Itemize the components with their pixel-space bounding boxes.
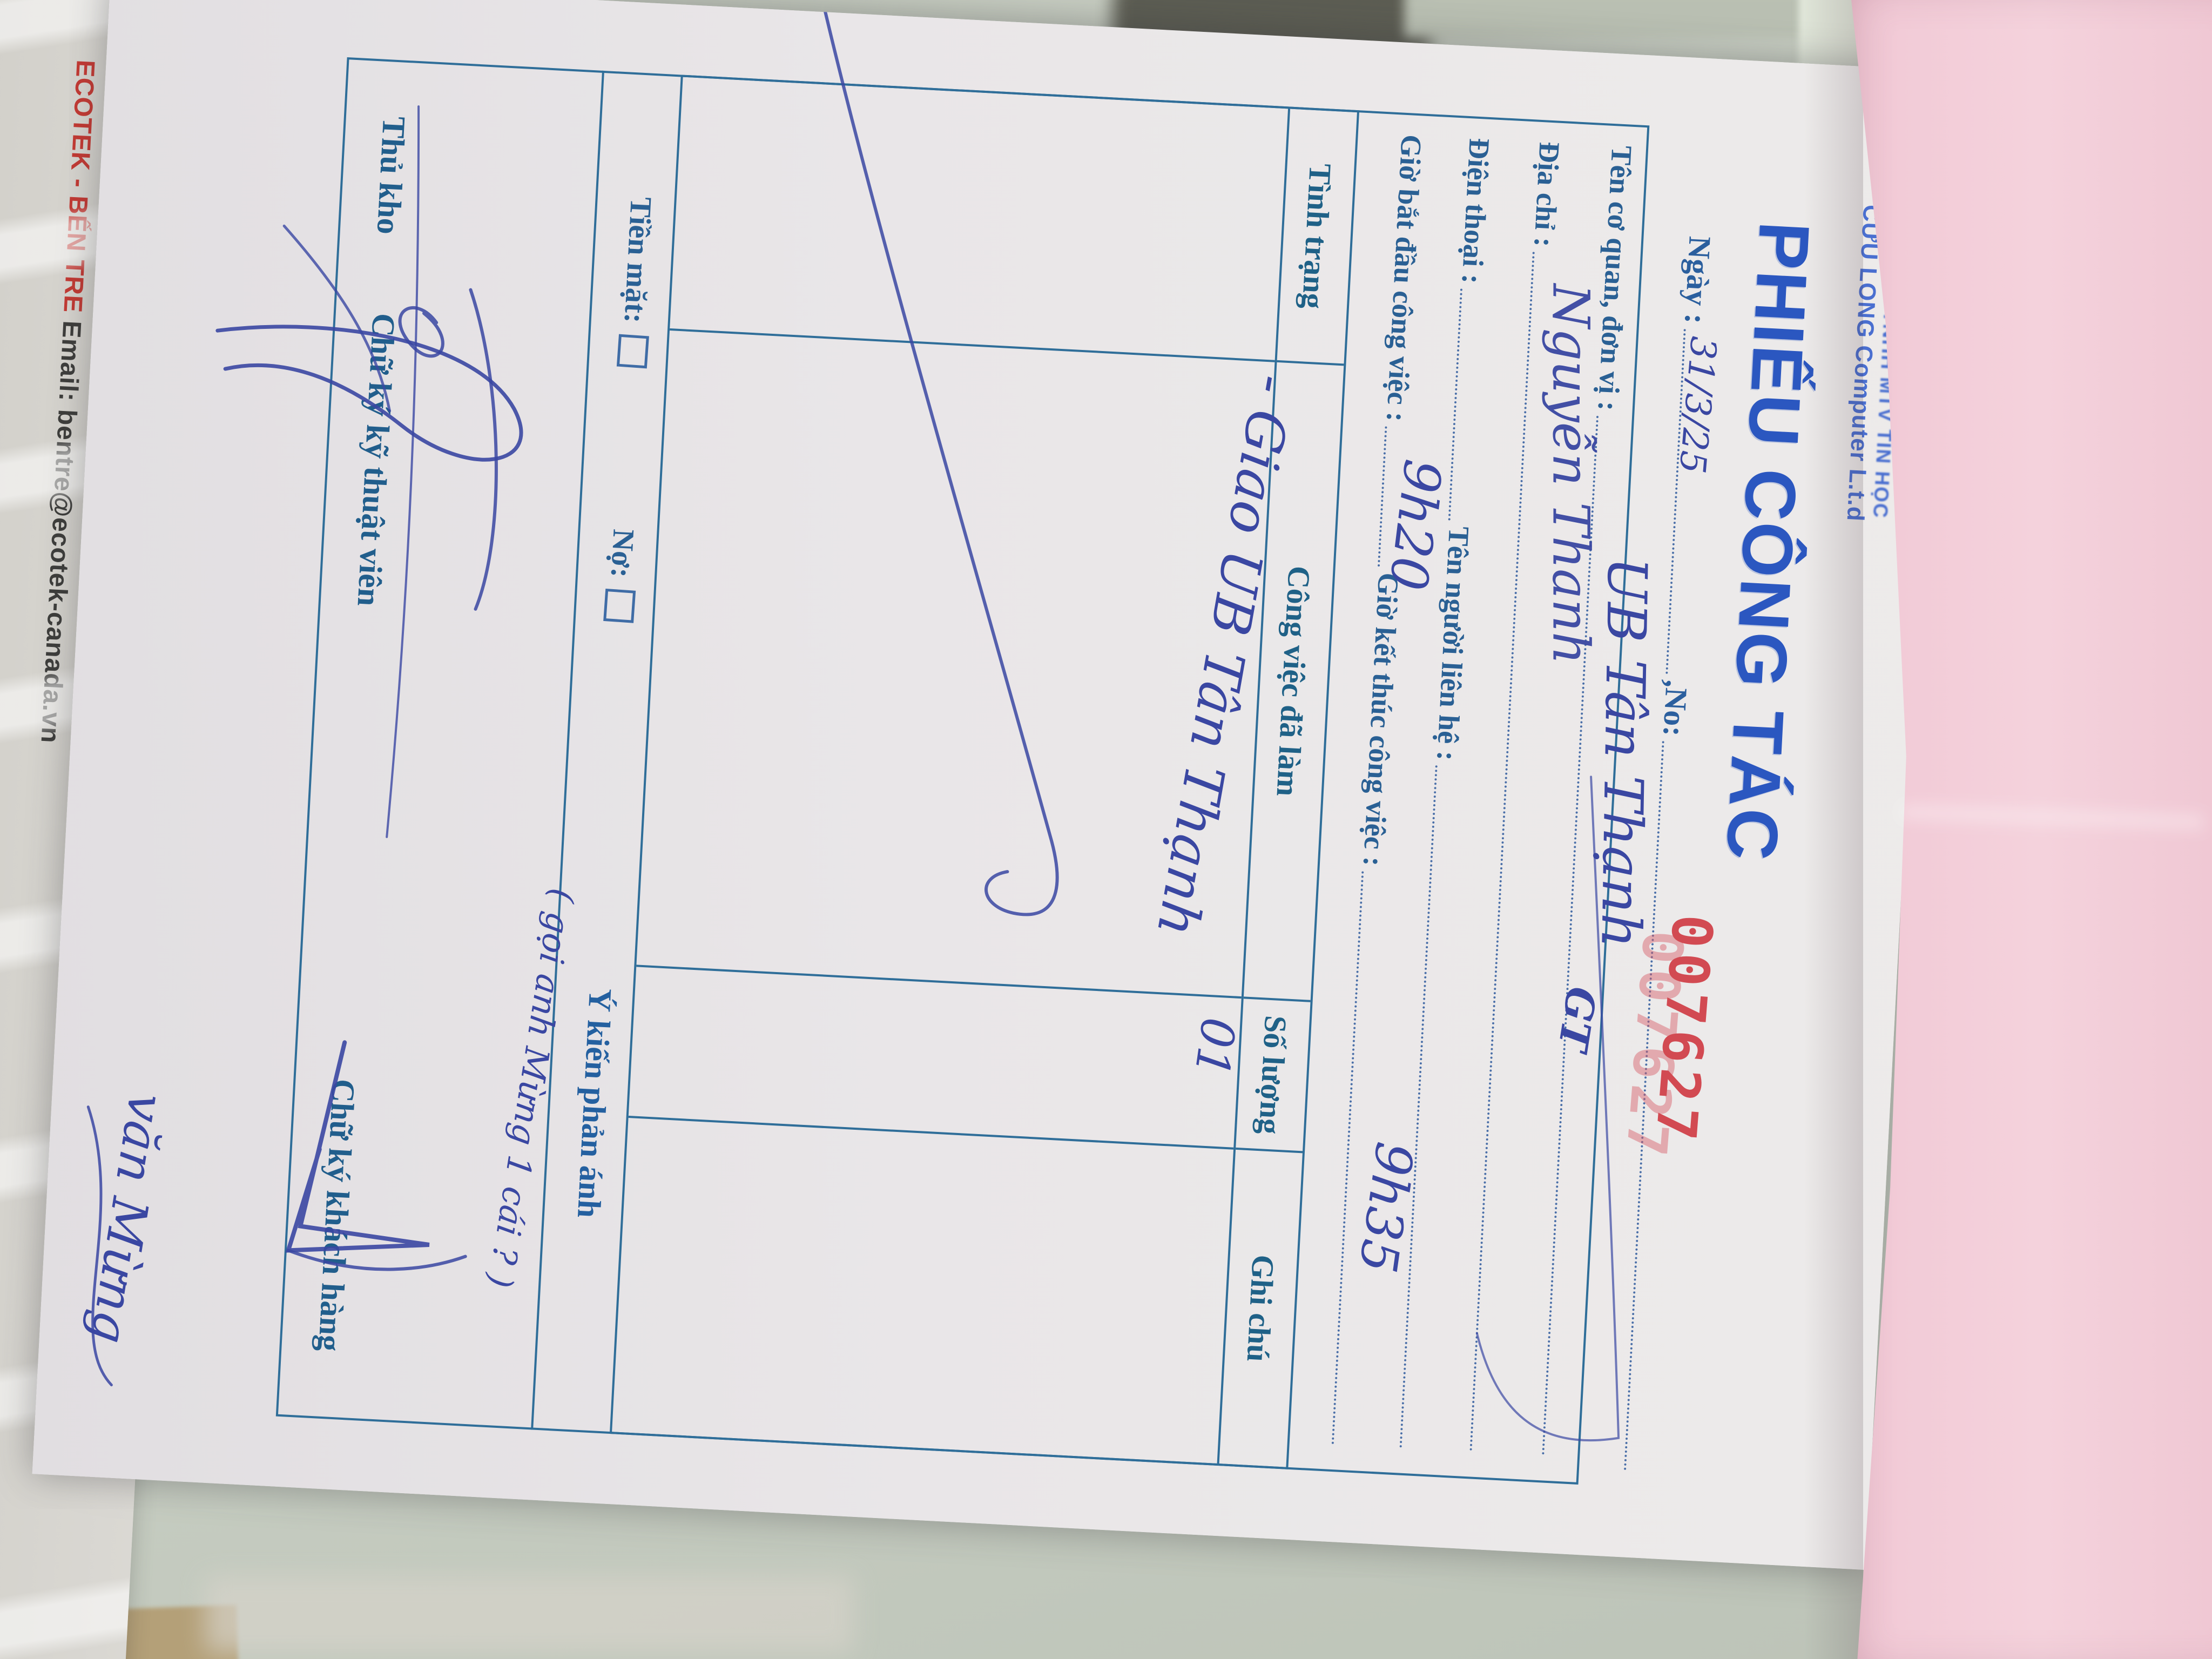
spacer <box>624 367 632 529</box>
debt-label: Nợ: <box>604 528 640 579</box>
cash-checkbox <box>616 334 649 369</box>
pink-carbon-sheet <box>1851 0 2212 1659</box>
handwritten-customer-name: văn Mừng <box>79 1089 176 1348</box>
signature-label-warehouse: Thủ kho <box>370 116 412 235</box>
debt-checkbox <box>603 588 636 623</box>
payment-options: Tiền mặt: Nợ: <box>602 196 658 623</box>
col-header-status: Tình trạng <box>1277 109 1357 366</box>
feedback-header: Ý kiến phản ánh <box>570 987 619 1219</box>
work-order-paper: CÔNG TY TNHH MTV TIN HỌC CỬU LONG Comput… <box>32 0 1945 1570</box>
no-label: ,No: <box>1656 679 1695 738</box>
work-table: Tình trạng Công việc đã làm Số lượng Ghi… <box>609 75 1360 1469</box>
cell-note <box>612 1118 1233 1464</box>
pink-sheet-shadow <box>1804 0 1863 1659</box>
handwritten-address: Nguyễn Thanh <box>1541 284 1600 665</box>
handwritten-quantity: 01 <box>1183 1014 1246 1081</box>
table-surface-glare <box>205 1577 853 1653</box>
handwritten-approval-mark: GT <box>1548 983 1605 1054</box>
date-label: Ngày : <box>1678 235 1718 325</box>
address-label: Địa chỉ : <box>1528 141 1566 248</box>
cash-label: Tiền mặt: <box>617 196 658 325</box>
col-header-note: Ghi chú <box>1240 1254 1282 1363</box>
col-header-quantity: Số lượng <box>1236 999 1311 1154</box>
ecotek-branch-name: ECOTEK - BẾN TRE <box>58 59 100 314</box>
cell-status <box>670 77 1289 362</box>
